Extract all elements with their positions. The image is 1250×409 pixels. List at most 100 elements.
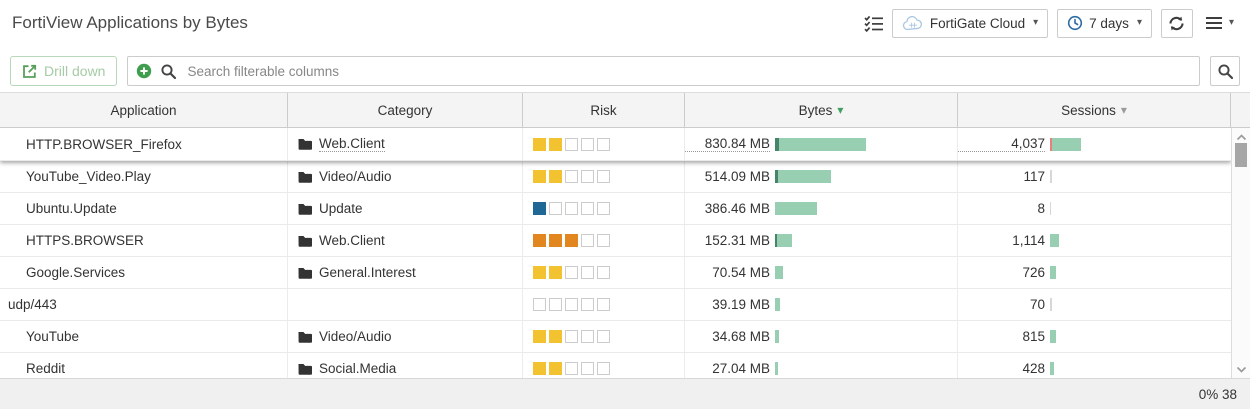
risk-cell — [523, 353, 685, 378]
search-submit-button[interactable] — [1210, 56, 1240, 86]
sessions-bar-segment — [1050, 234, 1059, 247]
sessions-cell: 70 — [958, 289, 1231, 320]
folder-icon — [298, 171, 312, 183]
search-filter-bar — [127, 56, 1200, 86]
time-range-dropdown[interactable]: 7 days ▾ — [1057, 8, 1152, 38]
application-name[interactable]: HTTP.BROWSER_Firefox — [26, 136, 182, 152]
device-selector-dropdown[interactable]: FortiGate Cloud ▾ — [891, 8, 1049, 38]
category-name[interactable]: Web.Client — [319, 136, 385, 152]
application-name[interactable]: Reddit — [26, 361, 66, 376]
risk-cell — [523, 128, 685, 160]
sessions-value[interactable]: 70 — [1029, 297, 1045, 312]
risk-empty-square — [581, 202, 594, 215]
bytes-value[interactable]: 386.46 MB — [704, 201, 770, 216]
folder-icon — [298, 363, 312, 375]
risk-filled-square — [549, 362, 562, 375]
bytes-value[interactable]: 34.68 MB — [712, 329, 770, 344]
vertical-scrollbar[interactable] — [1231, 128, 1250, 378]
bytes-cell: 27.04 MB — [685, 353, 958, 378]
risk-empty-square — [581, 137, 594, 151]
category-cell: Web.Client — [288, 128, 523, 160]
sessions-value[interactable]: 726 — [1022, 265, 1045, 280]
table-row[interactable]: YouTube Video/Audio 34.68 MB 815 — [0, 321, 1231, 353]
bytes-value[interactable]: 514.09 MB — [704, 169, 770, 184]
table-row[interactable]: udp/443 39.19 MB 70 — [0, 289, 1231, 321]
column-header-category[interactable]: Category — [288, 93, 523, 127]
sessions-value[interactable]: 8 — [1037, 201, 1045, 216]
table-row[interactable]: Reddit Social.Media 27.04 MB 428 — [0, 353, 1231, 378]
application-name[interactable]: HTTPS.BROWSER — [26, 233, 144, 248]
application-name[interactable]: Ubuntu.Update — [26, 201, 117, 216]
category-name[interactable]: Web.Client — [319, 233, 385, 248]
menu-button[interactable]: ▾ — [1202, 14, 1238, 32]
category-name[interactable]: Social.Media — [319, 361, 397, 376]
bytes-bar-segment — [775, 298, 780, 311]
scroll-up-icon[interactable] — [1235, 132, 1247, 142]
drill-down-label: Drill down — [44, 63, 106, 79]
table-row[interactable]: Ubuntu.Update Update 386.46 MB 8 — [0, 193, 1231, 225]
bytes-value[interactable]: 70.54 MB — [712, 265, 770, 280]
table-header: Application Category Risk Bytes ▾ Sessio… — [0, 92, 1250, 128]
risk-cell — [523, 289, 685, 320]
bytes-bar-segment — [775, 266, 783, 279]
risk-empty-square — [565, 266, 578, 279]
risk-filled-square — [533, 234, 546, 247]
risk-empty-square — [597, 362, 610, 375]
category-name[interactable]: Video/Audio — [319, 169, 392, 184]
sessions-value[interactable]: 815 — [1022, 329, 1045, 344]
sessions-cell: 8 — [958, 193, 1231, 224]
bytes-value[interactable]: 830.84 MB — [685, 136, 770, 152]
search-icon — [1217, 63, 1234, 80]
sessions-bar — [1050, 362, 1054, 375]
risk-empty-square — [549, 202, 562, 215]
bytes-bar-segment — [775, 330, 779, 343]
bytes-value[interactable]: 152.31 MB — [704, 233, 770, 248]
application-name[interactable]: udp/443 — [8, 297, 57, 312]
search-input[interactable] — [185, 62, 1191, 80]
risk-empty-square — [565, 298, 578, 311]
bytes-bar-segment — [775, 362, 778, 375]
risk-cell — [523, 225, 685, 256]
add-filter-icon[interactable] — [136, 63, 152, 79]
sessions-value[interactable]: 1,114 — [1012, 233, 1045, 248]
application-cell: Reddit — [0, 353, 288, 378]
sessions-cell: 4,037 — [958, 128, 1231, 160]
bytes-value[interactable]: 39.19 MB — [712, 297, 770, 312]
category-name[interactable]: General.Interest — [319, 265, 416, 280]
category-name[interactable]: Update — [319, 201, 363, 216]
bytes-value[interactable]: 27.04 MB — [712, 361, 770, 376]
category-name[interactable]: Video/Audio — [319, 329, 392, 344]
risk-filled-square — [533, 170, 546, 183]
bytes-bar-segment — [778, 170, 831, 183]
titlebar-controls: FortiGate Cloud ▾ 7 days ▾ — [864, 8, 1238, 38]
application-name[interactable]: YouTube — [26, 329, 80, 344]
scroll-down-icon[interactable] — [1235, 364, 1247, 374]
sessions-value[interactable]: 428 — [1022, 361, 1045, 376]
column-header-bytes[interactable]: Bytes ▾ — [685, 93, 958, 127]
risk-filled-square — [549, 137, 562, 151]
table-row[interactable]: HTTP.BROWSER_Firefox Web.Client 830.84 MB 4… — [0, 128, 1231, 161]
risk-filled-square — [533, 202, 546, 215]
bytes-bar — [775, 330, 779, 343]
column-header-application[interactable]: Application — [0, 93, 288, 127]
risk-empty-square — [597, 137, 610, 151]
chevron-down-icon: ▾ — [1136, 17, 1142, 28]
scrollbar-thumb[interactable] — [1235, 143, 1247, 167]
risk-cell — [523, 321, 685, 352]
risk-empty-square — [565, 202, 578, 215]
table-row[interactable]: Google.Services General.Interest 70.54 MB 7… — [0, 257, 1231, 289]
column-header-sessions[interactable]: Sessions ▾ — [958, 93, 1231, 127]
drill-down-button[interactable]: Drill down — [10, 56, 118, 86]
table-row[interactable]: YouTube_Video.Play Video/Audio 514.09 MB 11… — [0, 161, 1231, 193]
category-cell: Update — [288, 193, 523, 224]
application-name[interactable]: YouTube_Video.Play — [26, 169, 151, 184]
application-name[interactable]: Google.Services — [26, 265, 126, 280]
table-row[interactable]: HTTPS.BROWSER Web.Client 152.31 MB 1,114 — [0, 225, 1231, 257]
risk-empty-square — [581, 298, 594, 311]
sessions-value[interactable]: 4,037 — [958, 136, 1045, 152]
column-header-risk[interactable]: Risk — [523, 93, 685, 127]
refresh-button[interactable] — [1160, 8, 1193, 38]
checklist-icon[interactable] — [864, 15, 883, 32]
sessions-value[interactable]: 117 — [1023, 169, 1045, 184]
risk-filled-square — [549, 170, 562, 183]
